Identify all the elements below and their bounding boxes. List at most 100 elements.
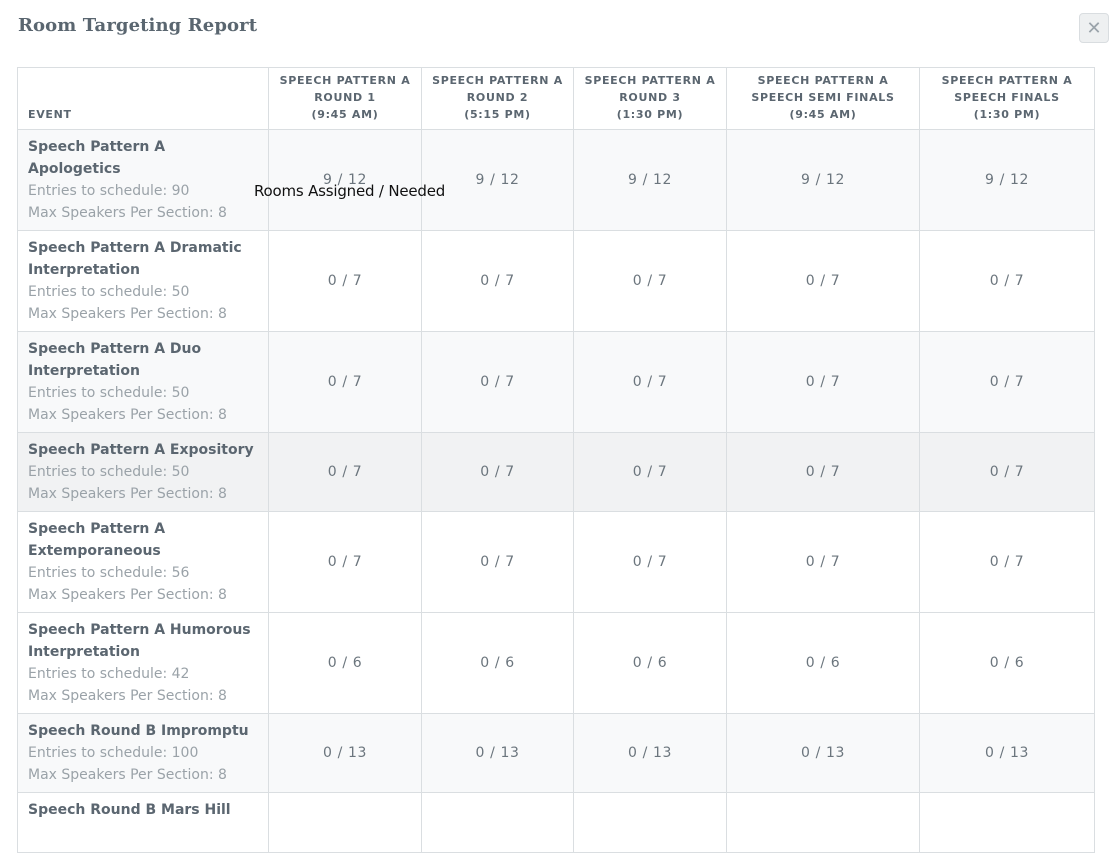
rooms-count-cell[interactable]: 0 / 6 <box>919 612 1095 714</box>
event-name: Speech Pattern A Duo Interpretation <box>28 341 202 379</box>
column-header-line: SPEECH SEMI FINALS <box>751 91 895 104</box>
table-row[interactable]: Speech Pattern A Apologetics Entries to … <box>17 129 1095 231</box>
rooms-count-cell[interactable]: 0 / 6 <box>726 612 920 714</box>
rooms-count-cell[interactable]: 0 / 7 <box>268 432 422 512</box>
event-max-speakers: Max Speakers Per Section: 8 <box>28 767 227 783</box>
close-button[interactable]: ✕ <box>1079 13 1109 43</box>
event-cell: Speech Round B Mars Hill <box>17 792 269 853</box>
rooms-count-cell[interactable]: 0 / 7 <box>268 331 422 433</box>
rooms-count-cell[interactable]: 9 / 12 <box>726 129 920 231</box>
table-header-row: EVENT SPEECH PATTERN A ROUND 1 (9:45 AM)… <box>17 67 1095 130</box>
event-cell: Speech Pattern A Duo Interpretation Entr… <box>17 331 269 433</box>
room-targeting-table: EVENT SPEECH PATTERN A ROUND 1 (9:45 AM)… <box>17 67 1095 853</box>
rooms-count-cell[interactable]: 0 / 7 <box>919 331 1095 433</box>
rooms-count-cell[interactable]: 9 / 12 <box>573 129 727 231</box>
rooms-count-cell[interactable]: 0 / 7 <box>573 432 727 512</box>
event-cell: Speech Pattern A Apologetics Entries to … <box>17 129 269 231</box>
column-header-event[interactable]: EVENT <box>17 67 269 130</box>
rooms-count-cell[interactable]: 0 / 13 <box>268 713 422 793</box>
rooms-count-cell[interactable]: 0 / 7 <box>421 511 574 613</box>
close-icon: ✕ <box>1086 17 1102 39</box>
table-row[interactable]: Speech Pattern A Dramatic Interpretation… <box>17 230 1095 332</box>
column-header-line: SPEECH PATTERN A <box>757 74 889 87</box>
event-max-speakers: Max Speakers Per Section: 8 <box>28 486 227 502</box>
rooms-count-cell[interactable] <box>919 792 1095 853</box>
report-table-container[interactable]: EVENT SPEECH PATTERN A ROUND 1 (9:45 AM)… <box>17 67 1095 853</box>
column-header-line: (9:45 AM) <box>311 108 379 121</box>
event-cell: Speech Pattern A Dramatic Interpretation… <box>17 230 269 332</box>
modal-title: Room Targeting Report <box>18 15 258 36</box>
column-header-line: SPEECH PATTERN A <box>432 74 563 87</box>
event-max-speakers: Max Speakers Per Section: 8 <box>28 205 227 221</box>
rooms-count-cell[interactable]: 0 / 7 <box>573 230 727 332</box>
rooms-count-cell[interactable]: 0 / 7 <box>726 511 920 613</box>
rooms-count-cell[interactable]: 9 / 12 <box>268 129 422 231</box>
rooms-count-cell[interactable] <box>421 792 574 853</box>
rooms-count-cell[interactable]: 0 / 13 <box>726 713 920 793</box>
event-max-speakers: Max Speakers Per Section: 8 <box>28 587 227 603</box>
table-row[interactable]: Speech Pattern A Duo Interpretation Entr… <box>17 331 1095 433</box>
rooms-count-cell[interactable]: 0 / 6 <box>573 612 727 714</box>
table-row[interactable]: Speech Pattern A Humorous Interpretation… <box>17 612 1095 714</box>
rooms-count-cell[interactable]: 0 / 6 <box>268 612 422 714</box>
column-header-line: SPEECH FINALS <box>954 91 1060 104</box>
event-entries: Entries to schedule: 56 <box>28 565 190 581</box>
event-entries: Entries to schedule: 90 <box>28 183 190 199</box>
column-header-line: SPEECH PATTERN A <box>941 74 1073 87</box>
column-header-round-3[interactable]: SPEECH PATTERN A ROUND 3 (1:30 PM) <box>573 67 727 130</box>
column-header-line: (1:30 PM) <box>616 108 684 121</box>
rooms-count-cell[interactable]: 0 / 7 <box>919 230 1095 332</box>
event-cell: Speech Pattern A Humorous Interpretation… <box>17 612 269 714</box>
rooms-count-cell[interactable]: 0 / 7 <box>726 432 920 512</box>
rooms-count-cell[interactable]: 0 / 7 <box>726 331 920 433</box>
rooms-count-cell[interactable]: 0 / 7 <box>421 432 574 512</box>
rooms-count-cell[interactable]: 0 / 13 <box>421 713 574 793</box>
rooms-count-cell[interactable]: 0 / 7 <box>268 230 422 332</box>
rooms-count-cell[interactable]: 0 / 7 <box>421 331 574 433</box>
event-entries: Entries to schedule: 100 <box>28 745 199 761</box>
table-row[interactable]: Speech Round B Mars Hill <box>17 792 1095 853</box>
rooms-count-cell[interactable]: 0 / 13 <box>919 713 1095 793</box>
event-max-speakers: Max Speakers Per Section: 8 <box>28 688 227 704</box>
column-header-line: (9:45 AM) <box>789 108 857 121</box>
column-header-line: ROUND 2 <box>466 91 529 104</box>
event-entries: Entries to schedule: 50 <box>28 464 190 480</box>
column-header-semi-finals[interactable]: SPEECH PATTERN A SPEECH SEMI FINALS (9:4… <box>726 67 920 130</box>
event-name: Speech Pattern A Extemporaneous <box>28 521 166 559</box>
event-name: Speech Pattern A Dramatic Interpretation <box>28 240 242 278</box>
column-header-line: SPEECH PATTERN A <box>279 74 411 87</box>
table-row[interactable]: Speech Pattern A Extemporaneous Entries … <box>17 511 1095 613</box>
event-name: Speech Round B Impromptu <box>28 723 249 739</box>
column-header-finals[interactable]: SPEECH PATTERN A SPEECH FINALS (1:30 PM) <box>919 67 1095 130</box>
rooms-count-cell[interactable]: 0 / 7 <box>726 230 920 332</box>
rooms-count-cell[interactable]: 0 / 6 <box>421 612 574 714</box>
event-name: Speech Pattern A Expository <box>28 442 254 458</box>
event-cell: Speech Pattern A Expository Entries to s… <box>17 432 269 512</box>
event-cell: Speech Round B Impromptu Entries to sche… <box>17 713 269 793</box>
rooms-count-cell[interactable] <box>268 792 422 853</box>
event-name: Speech Round B Mars Hill <box>28 802 231 818</box>
rooms-count-cell[interactable]: 9 / 12 <box>421 129 574 231</box>
table-row[interactable]: Speech Round B Impromptu Entries to sche… <box>17 713 1095 793</box>
column-header-round-2[interactable]: SPEECH PATTERN A ROUND 2 (5:15 PM) <box>421 67 574 130</box>
modal-header: Room Targeting Report ✕ <box>0 0 1112 60</box>
rooms-count-cell[interactable]: 0 / 13 <box>573 713 727 793</box>
event-name: Speech Pattern A Apologetics <box>28 139 166 177</box>
rooms-count-cell[interactable]: 0 / 7 <box>268 511 422 613</box>
column-header-line: (1:30 PM) <box>973 108 1041 121</box>
rooms-count-cell[interactable]: 9 / 12 <box>919 129 1095 231</box>
column-header-round-1[interactable]: SPEECH PATTERN A ROUND 1 (9:45 AM) <box>268 67 422 130</box>
rooms-count-cell[interactable] <box>726 792 920 853</box>
rooms-count-cell[interactable]: 0 / 7 <box>919 432 1095 512</box>
event-entries: Entries to schedule: 50 <box>28 385 190 401</box>
event-entries: Entries to schedule: 50 <box>28 284 190 300</box>
rooms-count-cell[interactable]: 0 / 7 <box>573 331 727 433</box>
event-name: Speech Pattern A Humorous Interpretation <box>28 622 251 660</box>
rooms-count-cell[interactable]: 0 / 7 <box>573 511 727 613</box>
rooms-count-cell[interactable]: 0 / 7 <box>421 230 574 332</box>
rooms-count-cell[interactable]: 0 / 7 <box>919 511 1095 613</box>
rooms-count-cell[interactable] <box>573 792 727 853</box>
table-row[interactable]: Speech Pattern A Expository Entries to s… <box>17 432 1095 512</box>
event-entries: Entries to schedule: 42 <box>28 666 190 682</box>
column-header-line: ROUND 3 <box>619 91 681 104</box>
